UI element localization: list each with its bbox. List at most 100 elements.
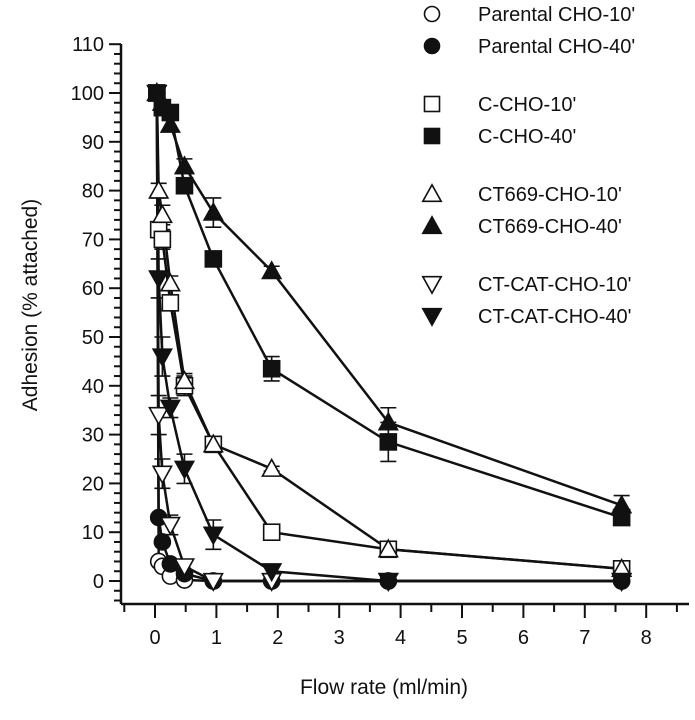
data-point <box>146 84 168 104</box>
data-point <box>261 457 283 477</box>
x-tick-label: 4 <box>395 627 406 649</box>
data-point <box>611 572 633 592</box>
series-line <box>155 92 622 583</box>
markers-c-cho-10 <box>148 84 631 578</box>
x-tick-label: 0 <box>149 627 160 649</box>
data-point <box>159 516 181 536</box>
data-point <box>377 572 399 592</box>
data-point <box>261 260 283 280</box>
y-tick-label: 110 <box>72 34 104 56</box>
data-point <box>377 411 399 431</box>
x-tick-label: 2 <box>272 627 283 649</box>
y-axis-title: Adhesion (% attached) <box>19 199 42 411</box>
y-tick-label: 80 <box>82 181 104 203</box>
legend-item: Parental CHO-10' <box>423 4 635 26</box>
series-parental-cho-40 <box>155 92 622 583</box>
y-tick-label: 50 <box>82 327 104 349</box>
legend-marker-triangle-down-open-icon <box>421 275 443 295</box>
legend-item: CT669-CHO-10' <box>421 183 622 206</box>
data-point <box>377 538 399 558</box>
x-tick-label: 1 <box>211 627 222 649</box>
series-ct669-cho-40 <box>155 92 630 516</box>
data-point <box>261 563 283 583</box>
markers-parental-cho-10 <box>148 84 631 590</box>
legend-item: CT-CAT-CHO-10' <box>421 274 631 296</box>
data-point <box>262 523 281 542</box>
data-point <box>173 155 196 175</box>
y-tick-label: 40 <box>82 376 104 398</box>
legend-item: Parental CHO-40' <box>423 36 635 58</box>
data-point <box>151 348 173 368</box>
markers-ct-cat-cho-40 <box>146 84 633 592</box>
data-point <box>204 250 223 268</box>
series-parental-cho-10 <box>155 92 622 583</box>
series-ct-cat-cho-40 <box>150 92 622 583</box>
x-tick-label: 7 <box>579 627 590 649</box>
data-point <box>175 176 194 195</box>
data-point <box>159 272 181 292</box>
legend-label: C-CHO-40' <box>478 126 576 148</box>
data-point <box>202 572 224 592</box>
series-c-cho-10 <box>150 92 622 571</box>
data-point <box>151 465 173 485</box>
data-point <box>159 113 181 133</box>
data-point <box>173 370 196 390</box>
x-axis-title: Flow rate (ml/min) <box>300 676 468 699</box>
x-tick-label: 8 <box>641 627 652 649</box>
legend-item: C-CHO-40' <box>423 126 576 148</box>
series-ct-cat-cho-10 <box>150 92 622 583</box>
legend-label: CT669-CHO-40' <box>478 216 622 238</box>
markers-ct669-cho-40 <box>146 82 633 514</box>
data-point <box>202 201 224 221</box>
data-point <box>148 179 170 199</box>
y-tick-label: 0 <box>93 571 104 593</box>
series-line <box>155 92 622 571</box>
data-point <box>379 433 398 451</box>
legend-label: Parental CHO-10' <box>478 4 635 26</box>
y-tick-label: 10 <box>82 522 104 544</box>
legend-label: C-CHO-10' <box>478 94 576 116</box>
series-line <box>155 92 622 583</box>
y-tick-label: 60 <box>82 278 104 300</box>
markers-ct669-cho-10 <box>146 82 633 577</box>
data-point <box>161 294 180 312</box>
legend-marker-triangle-up-filled-icon <box>421 215 443 235</box>
data-point <box>202 433 224 453</box>
series-line <box>155 92 622 571</box>
data-point <box>159 399 181 419</box>
legend-marker-triangle-down-filled-icon <box>421 307 443 327</box>
legend-item: C-CHO-10' <box>423 94 576 116</box>
legend-marker-square-filled-icon <box>423 127 441 145</box>
x-tick-label: 6 <box>518 627 529 649</box>
axes: 0 10 20 30 40 50 60 70 80 90 100 110 0 1 2 3 4 5 6 7 8 <box>71 34 689 649</box>
y-tick-label: 70 <box>82 229 104 251</box>
y-tick-label: 20 <box>82 473 104 495</box>
legend-marker-circle-open-icon <box>423 5 441 23</box>
y-tick-label: 30 <box>82 425 104 447</box>
markers-ct-cat-cho-10 <box>146 84 633 592</box>
data-point <box>148 270 170 290</box>
data-point <box>202 526 224 546</box>
x-tick-label: 5 <box>456 627 467 649</box>
data-point <box>611 494 633 514</box>
markers-parental-cho-40 <box>148 84 631 590</box>
data-point <box>173 558 196 578</box>
y-tick-label: 90 <box>82 132 104 154</box>
data-point <box>151 204 173 224</box>
x-tick-label: 3 <box>334 627 345 649</box>
legend: Parental CHO-10' Parental CHO-40' C-CHO-10… <box>421 4 635 328</box>
legend-item: CT669-CHO-40' <box>421 215 622 238</box>
data-point <box>153 230 172 249</box>
data-point <box>262 359 281 378</box>
series-ct669-cho-10 <box>150 92 622 571</box>
legend-label: CT-CAT-CHO-10' <box>478 274 631 296</box>
data-point <box>153 533 172 551</box>
legend-marker-square-open-icon <box>423 95 441 113</box>
legend-label: CT-CAT-CHO-40' <box>478 306 631 328</box>
series-line <box>155 92 622 583</box>
data-point <box>148 406 170 426</box>
data-point <box>173 460 196 480</box>
series-layer <box>146 82 633 592</box>
legend-item: CT-CAT-CHO-40' <box>421 306 631 328</box>
